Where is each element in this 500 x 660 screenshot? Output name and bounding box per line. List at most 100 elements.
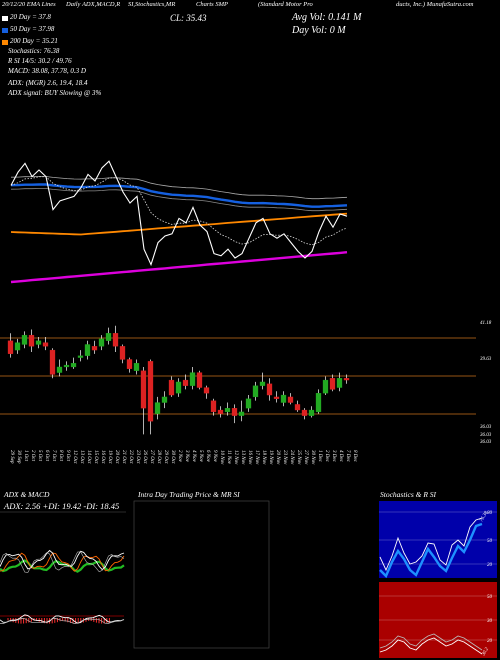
candle-body-35 [252, 385, 259, 398]
date-tick-40: 24 Nov [289, 450, 294, 465]
price-level-label-0: 41.18 [480, 321, 492, 326]
date-tick-41: 25 Nov [296, 450, 301, 465]
candle-body-16 [119, 346, 126, 360]
ema200-label: 200 Day = 35.21 [10, 37, 58, 45]
candle-body-31 [224, 408, 231, 413]
stoch-d-line [379, 517, 483, 572]
date-tick-30: 10 Nov [219, 450, 224, 465]
date-tick-12: 15 Oct [93, 450, 98, 464]
date-tick-36: 18 Nov [261, 450, 266, 465]
price-panel: 41.18 39.63 36.03 36.03 36.03 [0, 321, 492, 445]
date-tick-25: 3 Nov [184, 450, 189, 463]
avg-volume: Avg Vol: 0.141 M [292, 12, 362, 23]
long-ma-line [10, 251, 348, 284]
day-volume: Day Vol: 0 M [292, 25, 346, 36]
candle-body-3 [28, 334, 35, 347]
candle-body-19 [140, 370, 147, 409]
macd-line [0, 614, 125, 624]
rsi-tick-label-0: 50 [487, 595, 493, 600]
smoothed-dotted-line [10, 176, 348, 246]
adx-label: ADX: (MGR) 2.6, 19.4, 18.4 [8, 79, 88, 87]
candle-body-33 [238, 411, 245, 416]
candle-body-13 [98, 338, 105, 347]
stoch-tick-label-0: 80 [487, 511, 493, 516]
adx-macd-title: ADX & MACD [4, 490, 50, 499]
candle-body-17 [126, 359, 133, 369]
candle-body-22 [161, 396, 168, 403]
candle-body-43 [308, 409, 315, 416]
candle-body-30 [217, 409, 224, 414]
date-axis: 29 Sep 30 Sep 1 Oct 2 Oct 5 Oct 6 Oct 7 Oct 8 O… [9, 450, 357, 465]
candle-body-9 [70, 363, 77, 368]
header-label-symbol: Charts SMP [196, 1, 228, 8]
date-tick-2: 1 Oct [23, 450, 28, 462]
ema20-line [10, 160, 348, 267]
adx-legend: ADX: 2.56 +DI: 19.42 -DI: 18.45 [4, 501, 120, 511]
candle-body-38 [273, 396, 280, 399]
date-tick-45: 2 Dec [324, 450, 329, 463]
price-level-label-4: 36.03 [480, 440, 492, 445]
ema50-label: 50 Day = 37.98 [10, 25, 55, 33]
adx-aux-line [0, 551, 125, 573]
date-tick-44: 1 Dec [317, 450, 322, 463]
date-tick-35: 17 Nov [254, 450, 259, 465]
date-tick-39: 23 Nov [282, 450, 287, 465]
date-tick-43: 30 Nov [310, 450, 315, 465]
candle-body-0 [7, 340, 14, 354]
candle-body-20 [147, 361, 154, 422]
date-tick-0: 29 Sep [9, 450, 14, 464]
candle-body-23 [168, 379, 175, 396]
price-badge: CL: 35.43 [170, 13, 207, 23]
date-tick-32: 12 Nov [233, 450, 238, 465]
date-tick-33: 13 Nov [240, 450, 245, 465]
candle-body-21 [154, 402, 161, 414]
header-label-company: (Standard Motor Pro [258, 1, 313, 8]
date-tick-42: 27 Nov [303, 450, 308, 465]
candle-body-5 [42, 342, 49, 347]
ema200-line [10, 212, 348, 236]
date-tick-21: 28 Oct [156, 450, 161, 464]
candle-body-12 [91, 346, 98, 351]
date-tick-8: 9 Oct [65, 450, 70, 462]
rsi-label: R SI 14/5: 30.2 / 49.76 [8, 57, 72, 65]
candle-body-6 [49, 349, 56, 375]
header-label-stoch: SI,Stochastics,MR [128, 1, 176, 8]
date-tick-38: 20 Nov [275, 450, 280, 465]
stochastics-rsi-panel: 80 50 20 50 30 20 76.38 30.2 [379, 501, 497, 658]
adx-signal-label: ADX signal: BUY Slowing @ 3% [8, 89, 102, 97]
candle-body-27 [196, 372, 203, 388]
candle-body-48 [343, 378, 350, 381]
date-tick-48: 7 Dec [345, 450, 350, 463]
date-tick-9: 12 Oct [72, 450, 77, 464]
candle-body-39 [280, 394, 287, 403]
date-tick-3: 2 Oct [30, 450, 35, 462]
date-tick-20: 27 Oct [149, 450, 154, 464]
candle-body-1 [14, 342, 21, 351]
candle-body-10 [77, 355, 84, 358]
date-tick-49: 8 Dec [352, 450, 357, 463]
rsi-aux-line [379, 633, 483, 651]
ema-panel [10, 160, 348, 284]
date-tick-29: 9 Nov [212, 450, 217, 463]
candle-body-36 [259, 381, 266, 386]
date-tick-10: 13 Oct [79, 450, 84, 464]
date-tick-4: 5 Oct [37, 450, 42, 462]
date-tick-22: 29 Oct [163, 450, 168, 464]
ema200-swatch [2, 40, 8, 45]
ema50-line [10, 183, 348, 208]
ema20-label: 20 Day = 37.8 [10, 13, 51, 21]
candle-body-42 [301, 409, 308, 416]
date-tick-19: 26 Oct [142, 450, 147, 464]
grey-ma-line-1 [10, 176, 348, 200]
candle-body-32 [231, 408, 238, 416]
header-label-adx: Daily ADX,MACD,R [66, 1, 121, 8]
grey-ma-line-2 [10, 188, 348, 212]
candle-body-47 [336, 378, 343, 388]
candle-body-24 [175, 381, 182, 394]
candle-body-14 [105, 333, 112, 341]
stochastics-rsi-title: Stochastics & R SI [380, 490, 437, 499]
intraday-title: Intra Day Trading Price & MR SI [138, 490, 240, 499]
date-tick-1: 30 Sep [16, 450, 21, 464]
rsi-last-value: 30.2 [481, 646, 490, 657]
